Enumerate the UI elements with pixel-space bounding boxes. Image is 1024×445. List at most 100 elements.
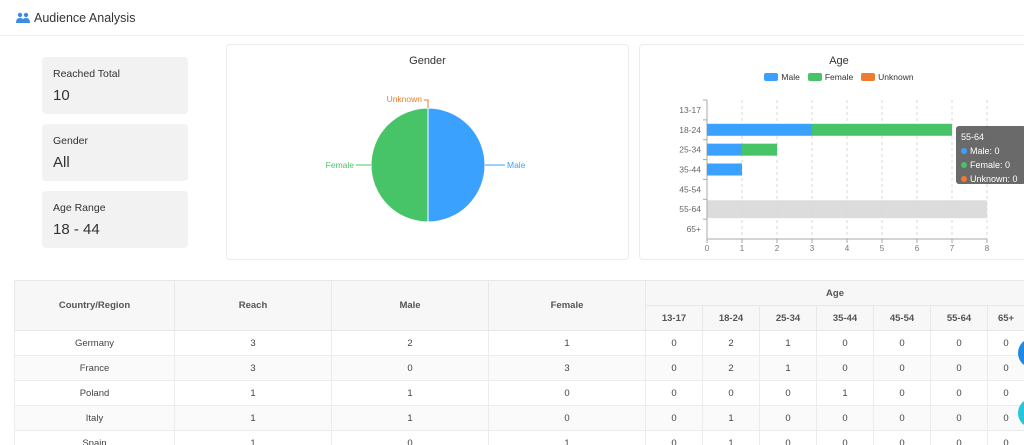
column-header-age-group[interactable]: 35-44 — [816, 305, 874, 331]
table-cell: 0 — [702, 380, 760, 406]
age-chart-legend: Male Female Unknown — [640, 72, 1024, 82]
pie-label-unknown: Unknown — [387, 94, 423, 104]
y-tick-label: 35-44 — [679, 165, 701, 175]
tooltip-title: 55-64 — [961, 132, 985, 142]
table-cell: 1 — [816, 380, 874, 406]
table-cell: 0 — [816, 355, 874, 381]
table-cell: 1 — [759, 355, 817, 381]
floating-chat-button[interactable] — [1018, 398, 1024, 428]
column-header-age-group[interactable]: 55-64 — [930, 305, 988, 331]
stat-gender: Gender All — [42, 124, 188, 181]
y-tick-label: 18-24 — [679, 125, 701, 135]
table-cell: 1 — [488, 330, 646, 356]
x-tick-label: 3 — [810, 244, 815, 253]
legend-item-male[interactable]: Male — [764, 72, 800, 82]
table-cell: 0 — [986, 380, 1024, 406]
y-tick-label: 65+ — [687, 224, 701, 234]
bar-female-25-34[interactable] — [742, 143, 777, 156]
pie-slice-female[interactable] — [370, 107, 429, 223]
bar-male-18-24[interactable] — [707, 123, 812, 136]
legend-item-female[interactable]: Female — [807, 72, 853, 82]
column-header-age-group[interactable]: 13-17 — [645, 305, 703, 331]
x-tick-label: 0 — [705, 244, 710, 253]
label-line — [424, 99, 429, 108]
bar-male-25-34[interactable] — [707, 143, 742, 156]
column-header-male[interactable]: Male — [331, 280, 489, 331]
table-cell: 0 — [331, 430, 489, 445]
y-tick-label: 25-34 — [679, 145, 701, 155]
column-header-age-group[interactable]: 18-24 — [702, 305, 760, 331]
age-bar-chart[interactable]: 13-17 18-24 25-34 35-44 45-54 55-64 65+ 0 1 2 3 4 5 6… — [640, 45, 1024, 261]
table-cell: 0 — [873, 380, 931, 406]
x-tick-label: 1 — [740, 244, 745, 253]
legend-swatch — [807, 73, 822, 81]
stat-label: Reached Total — [53, 68, 120, 80]
column-header-country[interactable]: Country/Region — [14, 280, 175, 331]
x-tick-label: 8 — [985, 244, 990, 253]
x-tick-label: 4 — [845, 244, 850, 253]
page-title: Audience Analysis — [34, 10, 136, 25]
column-header-reach[interactable]: Reach — [174, 280, 332, 331]
stat-value: All — [53, 154, 70, 171]
x-tick-label: 2 — [775, 244, 780, 253]
country-cell: Poland — [14, 380, 175, 406]
table-cell: 1 — [331, 405, 489, 431]
table-cell: 3 — [488, 355, 646, 381]
table-cell: 0 — [873, 355, 931, 381]
table-cell: 0 — [930, 430, 988, 445]
table-cell: 0 — [759, 405, 817, 431]
floating-action-button[interactable] — [1018, 338, 1024, 368]
column-header-age-group[interactable]: 45-54 — [873, 305, 931, 331]
table-cell: 2 — [331, 330, 489, 356]
table-cell: 0 — [930, 330, 988, 356]
column-header-age: Age — [644, 280, 1024, 306]
table-row[interactable]: Poland 1 1 0 0 0 0 1 0 0 0 — [14, 380, 1024, 406]
y-tick-label: 55-64 — [679, 204, 701, 214]
legend-item-unknown[interactable]: Unknown — [861, 72, 914, 82]
table-cell: 0 — [816, 330, 874, 356]
tooltip-text: Female: 0 — [970, 160, 1011, 170]
tooltip-row-female: Female: 0 — [961, 158, 1021, 172]
column-header-age-group[interactable]: 25-34 — [759, 305, 817, 331]
table-cell: 0 — [759, 380, 817, 406]
stat-label: Gender — [53, 135, 89, 147]
table-cell: 1 — [702, 405, 760, 431]
table-cell: 1 — [174, 405, 332, 431]
column-header-age-group[interactable]: 65+ — [986, 305, 1024, 331]
chart-tooltip: 55-64 Male: 0 Female: 0 Unknown: 0 — [956, 126, 1024, 184]
gender-pie-chart[interactable]: Male Female Unknown — [227, 45, 630, 261]
table-cell: 0 — [645, 405, 703, 431]
x-tick-label: 6 — [915, 244, 920, 253]
gender-chart-title: Gender — [409, 55, 446, 67]
column-header-female[interactable]: Female — [488, 280, 646, 331]
table-cell: 0 — [488, 380, 646, 406]
table-row[interactable]: Germany 3 2 1 0 2 1 0 0 0 0 — [14, 330, 1024, 356]
table-cell: 2 — [702, 330, 760, 356]
x-tick-label: 7 — [950, 244, 955, 253]
stat-value: 18 - 44 — [53, 221, 100, 238]
table-row[interactable]: Italy 1 1 0 0 1 0 0 0 0 0 — [14, 405, 1024, 431]
x-tick-label: 5 — [880, 244, 885, 253]
table-cell: 0 — [488, 405, 646, 431]
country-cell: Spain — [14, 430, 175, 445]
table-cell: 0 — [986, 330, 1024, 356]
table-cell: 1 — [488, 430, 646, 445]
table-cell: 3 — [174, 355, 332, 381]
gender-chart-card: Gender Male Female Unknown — [226, 44, 629, 260]
stat-label: Age Range — [53, 202, 106, 214]
bar-male-35-44[interactable] — [707, 163, 742, 176]
table-cell: 0 — [930, 355, 988, 381]
legend-label: Male — [781, 72, 800, 82]
bar-female-18-24[interactable] — [812, 123, 952, 136]
table-row[interactable]: France 3 0 3 0 2 1 0 0 0 0 — [14, 355, 1024, 381]
pie-slice-male[interactable] — [427, 107, 486, 223]
tooltip-dot — [961, 162, 967, 168]
tooltip-row-male: Male: 0 — [961, 144, 1021, 158]
legend-swatch — [764, 73, 779, 81]
age-chart-title: Age — [829, 55, 849, 67]
panel-header: Audience Analysis — [0, 0, 1024, 36]
table-cell: 0 — [645, 355, 703, 381]
table-cell: 0 — [759, 430, 817, 445]
table-row[interactable]: Spain 1 0 1 0 1 0 0 0 0 0 — [14, 430, 1024, 445]
table-cell: 1 — [174, 380, 332, 406]
